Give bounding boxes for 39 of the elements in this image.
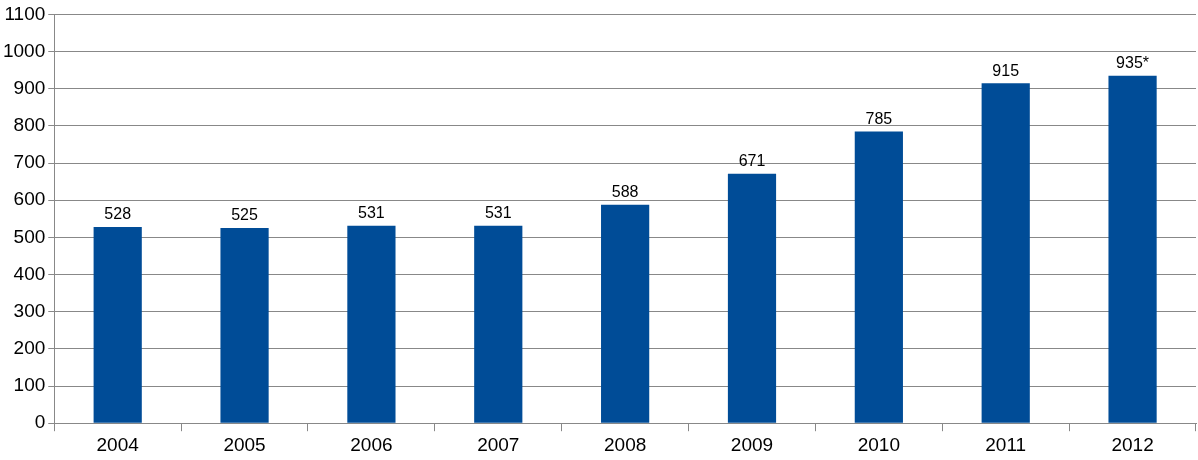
- bar: [474, 225, 523, 423]
- y-tick-label: 300: [13, 299, 46, 321]
- x-tick-label: 2006: [350, 433, 393, 455]
- y-tick-label: 1100: [4, 2, 46, 24]
- y-tick-label: 200: [13, 337, 46, 359]
- data-label: 915: [992, 61, 1020, 79]
- bar: [601, 204, 650, 423]
- x-tick-label: 2004: [96, 433, 140, 455]
- x-tick-label: 2010: [857, 433, 900, 455]
- x-tick-label: 2011: [985, 433, 1027, 455]
- bar: [347, 225, 396, 423]
- bar: [854, 131, 903, 423]
- y-tick-label: 1000: [2, 39, 46, 61]
- y-tick-label: 0: [34, 411, 46, 433]
- y-tick-label: 500: [13, 225, 46, 247]
- bar: [1108, 75, 1157, 423]
- y-tick-label: 900: [13, 76, 46, 98]
- data-label: 528: [104, 205, 132, 223]
- bar: [220, 228, 269, 423]
- y-tick-label: 800: [13, 114, 46, 136]
- data-label: 588: [611, 183, 639, 201]
- x-tick-label: 2007: [477, 433, 520, 455]
- data-label: 531: [358, 204, 385, 222]
- x-tick-label: 2005: [223, 433, 266, 455]
- y-tick-label: 400: [13, 262, 46, 284]
- bar: [93, 226, 142, 423]
- bar: [981, 83, 1030, 423]
- data-label: 531: [484, 204, 512, 222]
- x-tick-label: 2008: [603, 433, 647, 455]
- y-tick-label: 100: [13, 374, 46, 396]
- y-tick-label: 600: [13, 188, 46, 210]
- y-tick-label: 700: [13, 151, 46, 173]
- x-tick-label: 2012: [1111, 433, 1154, 455]
- x-tick-label: 2009: [730, 433, 774, 455]
- data-label: 525: [231, 206, 258, 224]
- data-label: 671: [738, 152, 766, 170]
- bar: [727, 173, 777, 423]
- data-label: 785: [865, 109, 893, 127]
- data-label: 935*: [1116, 54, 1150, 72]
